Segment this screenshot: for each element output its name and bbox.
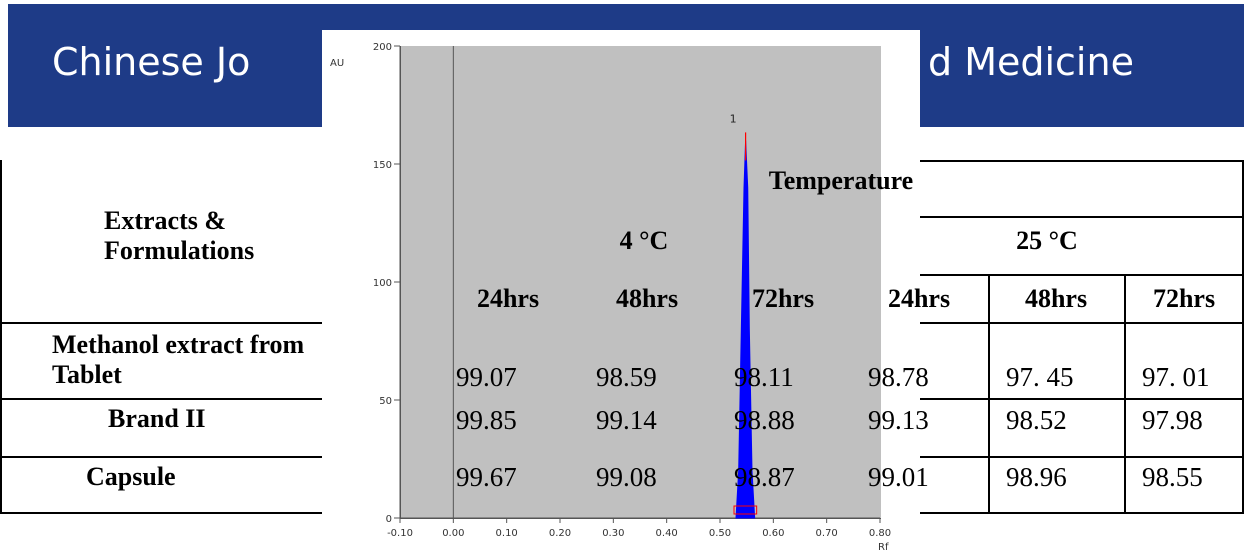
row-label: Methanol extract from Tablet — [52, 330, 305, 389]
banner-title-left: Chinese Jo — [52, 40, 251, 84]
row-label: Capsule — [86, 462, 176, 491]
y-tick-label: 0 — [386, 514, 392, 525]
table-rule-left — [0, 160, 2, 512]
row-header-label: Extracts & Formulations — [104, 206, 255, 265]
table-cell-value: 97. 45 — [1006, 362, 1074, 392]
group-header-4c: 4 °C — [619, 226, 669, 255]
x-tick-label: 0.70 — [816, 528, 838, 539]
table-cell-value: 99.07 — [456, 362, 517, 392]
row-label: Brand II — [108, 404, 206, 433]
table-cell-value: 98.78 — [868, 362, 929, 392]
table-cell-value: 99.67 — [456, 462, 517, 492]
time-header: 24hrs — [887, 284, 951, 313]
x-tick-label: 0.20 — [549, 528, 571, 539]
table-rule-col — [1124, 274, 1126, 512]
table-cell-value: 97. 01 — [1142, 362, 1210, 392]
y-tick-label: 50 — [379, 396, 392, 407]
chromatogram-chart: 0 50 100 150 200 -0.10 0.00 0.10 0.20 0.30 0.40 0.5… — [330, 42, 891, 553]
table-rule-right — [1242, 160, 1244, 512]
x-tick-label: 0.00 — [442, 528, 464, 539]
x-tick-label: 0.60 — [762, 528, 784, 539]
time-header: 72hrs — [751, 284, 815, 313]
x-tick-label: 0.10 — [496, 528, 518, 539]
group-header-25c: 25 °C — [1016, 226, 1078, 255]
chromatogram-plot-area — [400, 46, 881, 519]
table-cell-value: 99.01 — [868, 462, 929, 492]
table-cell-value: 99.14 — [596, 405, 657, 435]
y-tick-label: 200 — [373, 42, 392, 53]
table-cell-value: 97.98 — [1142, 405, 1203, 435]
x-tick-label: -0.10 — [387, 528, 413, 539]
y-tick-label: 150 — [373, 160, 392, 171]
peak-baseline-marker — [733, 505, 758, 515]
x-tick-label: 0.40 — [656, 528, 678, 539]
y-axis-label: AU — [330, 58, 344, 69]
x-axis-label: Rf — [878, 542, 889, 553]
table-cell-value: 98.88 — [734, 405, 795, 435]
x-tick-label: 0.50 — [709, 528, 731, 539]
table-rule-col — [988, 274, 990, 512]
table-cell-value: 98.59 — [596, 362, 657, 392]
time-header: 72hrs — [1152, 284, 1216, 313]
table-cell-value: 98.11 — [734, 362, 794, 392]
peak-series-area — [735, 140, 756, 519]
banner-title-right: d Medicine — [928, 40, 1134, 84]
temperature-header: Temperature — [768, 166, 914, 195]
table-cell-value: 99.13 — [868, 405, 929, 435]
table-cell-value: 98.52 — [1006, 405, 1067, 435]
y-tick-label: 100 — [373, 278, 392, 289]
table-cell-value: 98.55 — [1142, 462, 1203, 492]
table-cell-value: 98.87 — [734, 462, 795, 492]
time-header: 48hrs — [615, 284, 679, 313]
time-header: 24hrs — [476, 284, 540, 313]
peak-label: 1 — [730, 112, 737, 125]
x-tick-label: 0.80 — [869, 528, 891, 539]
x-tick-label: 0.30 — [602, 528, 624, 539]
time-header: 48hrs — [1024, 284, 1088, 313]
table-cell-value: 98.96 — [1006, 462, 1067, 492]
table-cell-value: 99.08 — [596, 462, 657, 492]
table-cell-value: 99.85 — [456, 405, 517, 435]
